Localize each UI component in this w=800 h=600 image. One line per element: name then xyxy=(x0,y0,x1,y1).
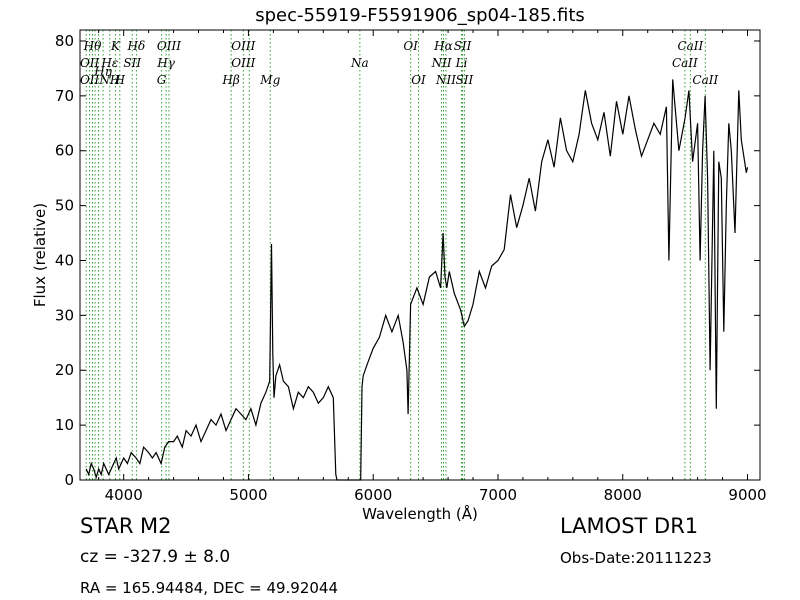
emission-line-label: Mg xyxy=(259,73,280,87)
emission-line-label: SII xyxy=(456,73,474,87)
chart-title: spec-55919-F5591906_sp04-185.fits xyxy=(255,5,585,26)
redshift-text: cz = -327.9 ± 8.0 xyxy=(80,547,231,567)
y-tick-label: 60 xyxy=(55,142,74,160)
coords-text: RA = 165.94484, DEC = 49.92044 xyxy=(80,579,339,597)
y-tick-label: 0 xyxy=(64,471,74,489)
emission-line-label: CaII xyxy=(677,39,703,53)
emission-line-label: SII xyxy=(454,39,472,53)
emission-line-label: Hδ xyxy=(127,39,146,53)
emission-line-label: OII xyxy=(80,56,100,70)
y-tick-label: 40 xyxy=(55,251,74,269)
emission-line-label: Na xyxy=(350,56,369,70)
y-tick-label: 10 xyxy=(55,416,74,434)
x-axis-label: Wavelength (Å) xyxy=(362,505,478,523)
emission-line-label: Hθ xyxy=(83,39,102,53)
emission-line-label: CaII xyxy=(692,73,718,87)
emission-line-label: NH xyxy=(98,73,121,87)
object-class: STAR xyxy=(80,514,133,538)
plot-frame xyxy=(79,29,761,481)
emission-line-label: OIII xyxy=(157,39,181,53)
x-tick-label: 8000 xyxy=(604,486,642,504)
emission-line-label: Hγ xyxy=(156,56,175,70)
x-tick-label: 4000 xyxy=(105,486,143,504)
axis-ticks: 4000 5000 6000 7000 8000 9000 0 10 20 30 40 50 60 70 8… xyxy=(55,30,767,504)
emission-line-label: OII xyxy=(80,73,100,87)
emission-line-label: Hε xyxy=(100,56,118,70)
emission-line-label: OI xyxy=(411,73,426,87)
emission-line-label: CaII xyxy=(672,56,698,70)
x-tick-label: 6000 xyxy=(354,486,392,504)
y-tick-label: 30 xyxy=(55,306,74,324)
object-class-value: STAR xyxy=(80,514,134,538)
emission-line-label: Hη xyxy=(93,65,112,79)
emission-line-label: H xyxy=(114,73,126,87)
y-tick-label: 70 xyxy=(55,87,74,105)
emission-line-label: OIII xyxy=(231,56,255,70)
spectrum-line xyxy=(85,79,749,481)
y-tick-label: 20 xyxy=(55,361,74,379)
x-tick-label: 7000 xyxy=(479,486,517,504)
emission-line-label: Li xyxy=(455,56,468,70)
emission-line-label: OIII xyxy=(231,39,255,53)
emission-line-label: SII xyxy=(123,56,141,70)
emission-line-label: Hβ xyxy=(221,73,239,87)
emission-line-label: OI xyxy=(403,39,418,53)
emission-line-markers xyxy=(85,30,706,480)
emission-line-label: Hα xyxy=(433,39,453,53)
x-tick-label: 9000 xyxy=(728,486,766,504)
emission-line-label: NII xyxy=(435,73,456,87)
emission-line-label: NII xyxy=(431,56,452,70)
survey-label: LAMOST DR1 xyxy=(560,514,699,538)
object-subclass: M2 xyxy=(140,514,171,538)
emission-line-label: G xyxy=(157,73,167,87)
obs-date: Obs-Date:20111223 xyxy=(560,549,712,567)
object-subclass-value: M2 xyxy=(140,514,172,538)
x-tick-label: 5000 xyxy=(229,486,267,504)
y-tick-label: 80 xyxy=(55,32,74,50)
y-axis-label: Flux (relative) xyxy=(31,202,49,308)
emission-line-label: K xyxy=(110,39,121,53)
y-tick-label: 50 xyxy=(55,197,74,215)
